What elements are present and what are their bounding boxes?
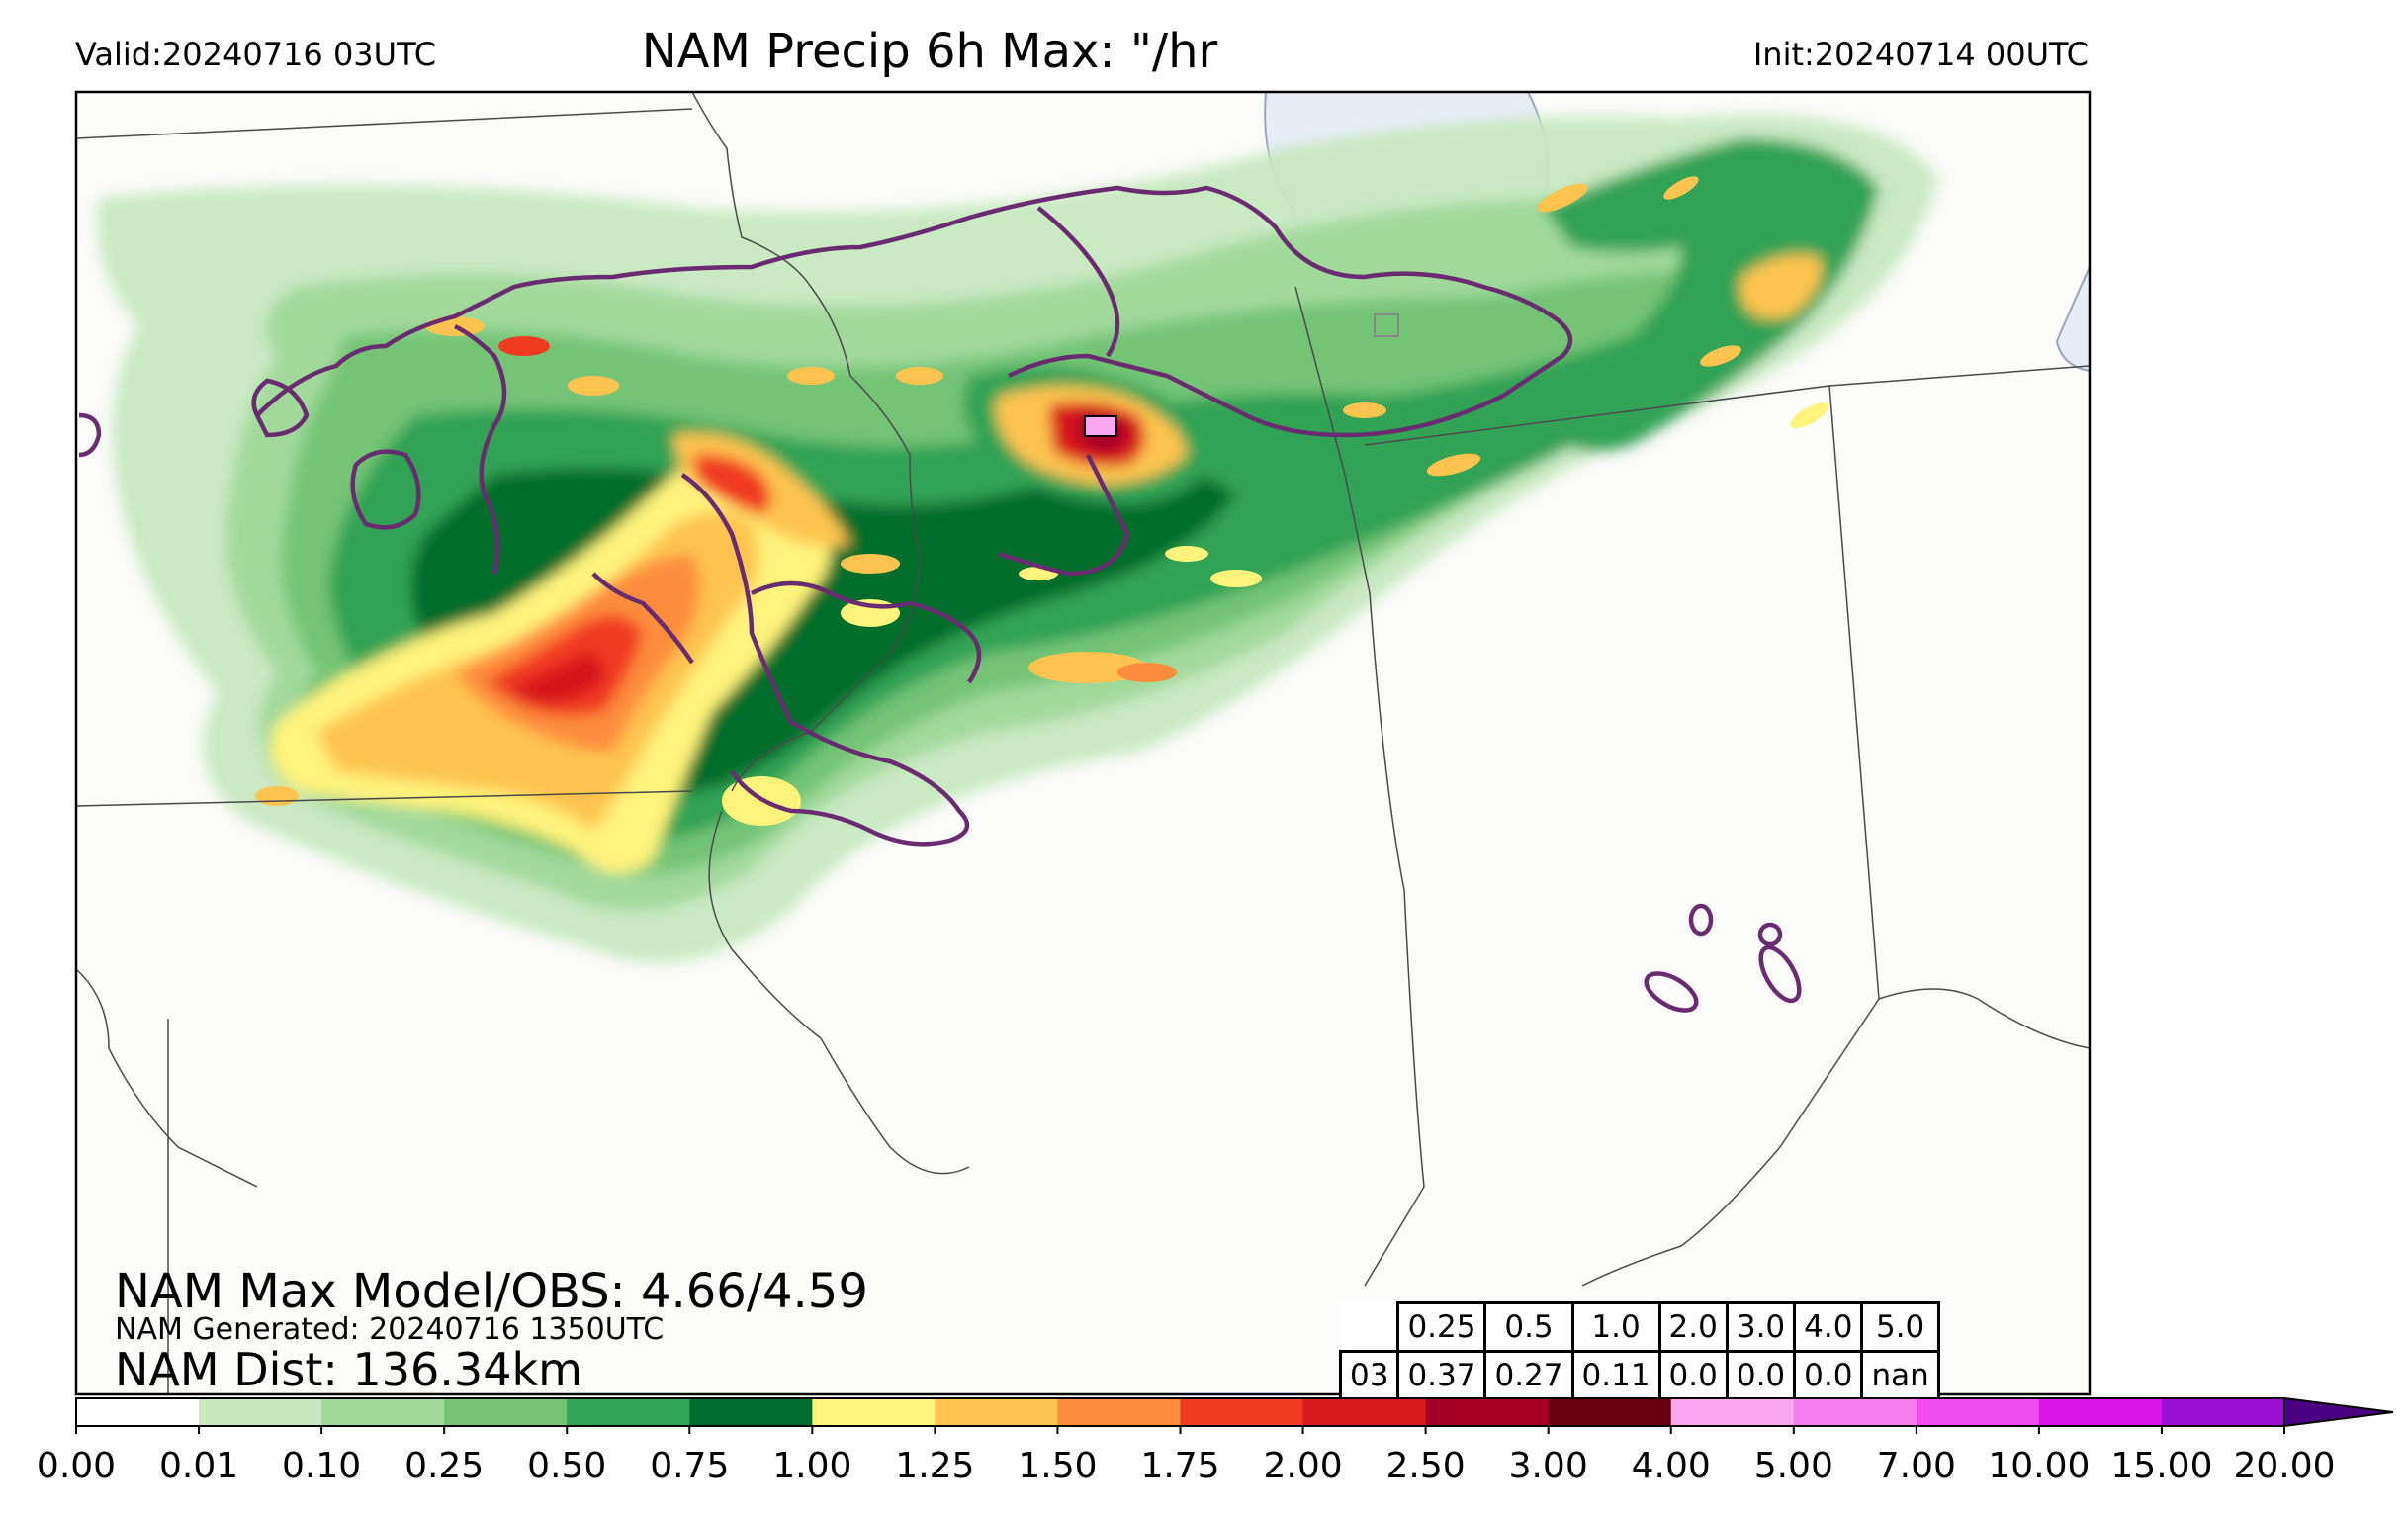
init-time: Init:20240714 00UTC: [1752, 36, 2089, 73]
colorbar-segment: [2161, 1398, 2285, 1426]
colorbar-tick-label: 0.01: [158, 1446, 239, 1486]
colorbar-segment: [1180, 1398, 1304, 1426]
colorbar-segment: [76, 1398, 200, 1426]
colorbar-tick-label: 0.25: [404, 1446, 485, 1486]
colorbar-tick-label: 0.75: [650, 1446, 730, 1486]
colorbar-tick-label: 10.00: [1988, 1446, 2091, 1486]
map-title: NAM Precip 6h Max: "/hr: [641, 24, 1218, 79]
colorbar-segment: [1670, 1398, 1795, 1426]
colorbar-tick-label: 3.00: [1508, 1446, 1588, 1486]
colorbar-segment: [935, 1398, 1058, 1426]
colorbar-segment: [689, 1398, 813, 1426]
colorbar-segment: [321, 1398, 445, 1426]
precip-map: [74, 90, 2092, 1396]
colorbar-segment: [2038, 1398, 2163, 1426]
colorbar-tick-label: 1.25: [895, 1446, 975, 1486]
colorbar-tick-label: 0.00: [36, 1446, 117, 1486]
colorbar-segment: [1057, 1398, 1181, 1426]
colorbar: [75, 1396, 2394, 1434]
colorbar-tick-label: 20.00: [2233, 1446, 2336, 1486]
colorbar-segment: [444, 1398, 568, 1426]
colorbar-segment: [1302, 1398, 1427, 1426]
value-cell: 0.0: [1725, 1350, 1797, 1401]
threshold-row: 0.25 0.5 1.0 2.0 3.0 4.0 5.0: [1341, 1301, 1940, 1353]
colorbar-segment: [199, 1398, 322, 1426]
map-frame: [74, 90, 2092, 1396]
distance: NAM Dist: 136.34km: [115, 1343, 582, 1396]
header: Valid:20240716 03UTC NAM Precip 6h Max: …: [0, 0, 2408, 89]
colorbar-tick-label: 2.50: [1385, 1446, 1466, 1486]
colorbar-tick-label: 1.50: [1018, 1446, 1098, 1486]
valid-time: Valid:20240716 03UTC: [75, 36, 437, 73]
colorbar-extend-arrow: [2283, 1396, 2394, 1428]
colorbar-tick-label: 0.10: [282, 1446, 362, 1486]
generated-time: NAM Generated: 20240716 1350UTC: [115, 1312, 665, 1347]
threshold-cell: 3.0: [1725, 1301, 1797, 1353]
colorbar-segment: [1425, 1398, 1550, 1426]
colorbar-tick-label: 2.00: [1263, 1446, 1343, 1486]
colorbar-tick-label: 15.00: [2110, 1446, 2213, 1486]
threshold-cell: 1.0: [1570, 1301, 1661, 1353]
value-cell: nan: [1860, 1350, 1940, 1401]
threshold-table: 0.25 0.5 1.0 2.0 3.0 4.0 5.0 03 0.37 0.2…: [1338, 1301, 1940, 1401]
precip-michigan-dark: [1543, 138, 1879, 452]
colorbar-segment: [567, 1398, 690, 1426]
threshold-cell: 2.0: [1657, 1301, 1729, 1353]
colorbar-segment: [1793, 1398, 1917, 1426]
colorbar-tick-label: 4.00: [1631, 1446, 1711, 1486]
colorbar-segment: [1548, 1398, 1672, 1426]
max-model-obs: NAM Max Model/OBS: 4.66/4.59: [115, 1264, 868, 1319]
precip-band-200-250: [504, 653, 604, 704]
threshold-cell: 0.5: [1483, 1301, 1574, 1353]
colorbar-tick-label: 5.00: [1753, 1446, 1833, 1486]
threshold-cell: 0.25: [1396, 1301, 1487, 1353]
precip-field: [97, 115, 1938, 963]
precip-core-iowa-red: [692, 454, 771, 514]
colorbar-tick-label: 7.00: [1876, 1446, 1956, 1486]
obs-contours: [78, 185, 1802, 1013]
colorbar-tick-label: 0.50: [527, 1446, 607, 1486]
threshold-cell: 5.0: [1860, 1301, 1940, 1353]
threshold-cell: 4.0: [1793, 1301, 1864, 1353]
colorbar-tick-label: 1.75: [1140, 1446, 1220, 1486]
precip-michigan-yellow: [1740, 254, 1822, 319]
colorbar-tick-label: 1.00: [772, 1446, 852, 1486]
station-marker: [1374, 313, 1399, 337]
state-borders: [76, 92, 2090, 1394]
colorbar-segment: [812, 1398, 936, 1426]
colorbar-segment: [1916, 1398, 2040, 1426]
